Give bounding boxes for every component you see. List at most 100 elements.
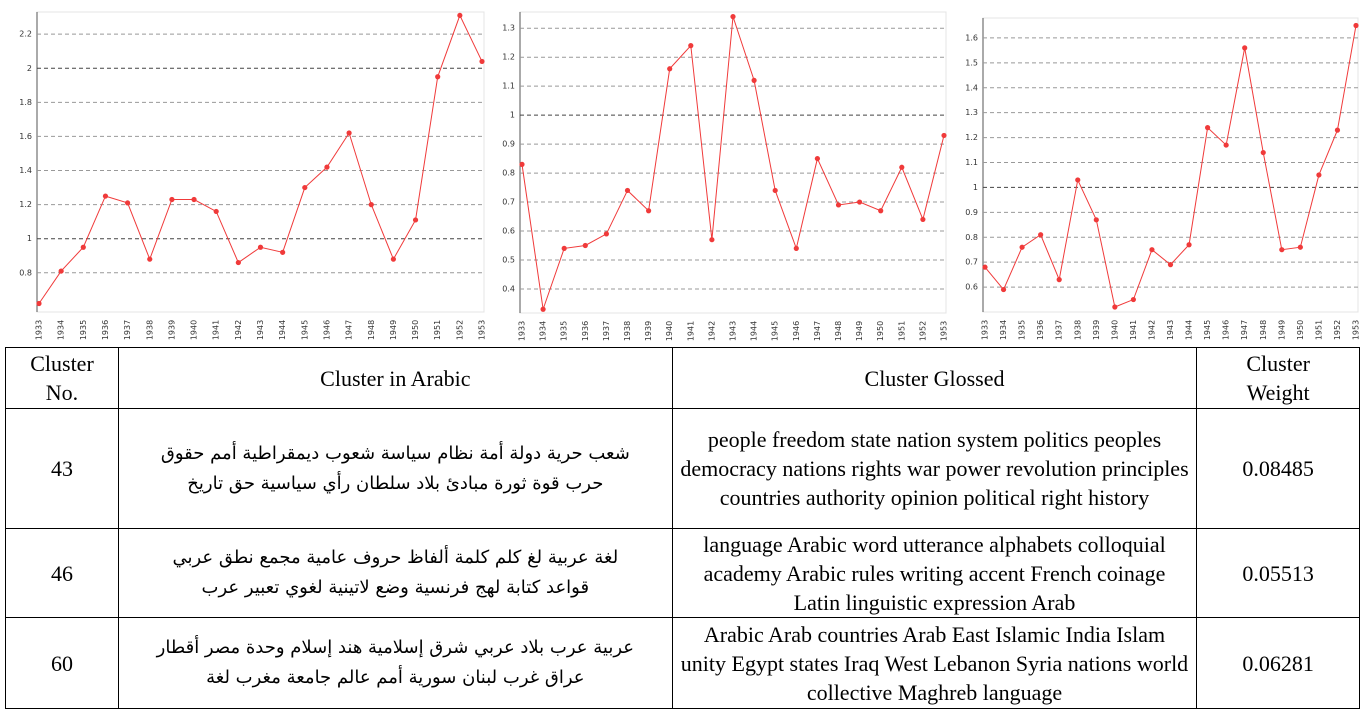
x-tick-label: 1942 xyxy=(707,321,716,341)
x-tick-label: 1947 xyxy=(813,321,822,341)
x-tick-label: 1948 xyxy=(1259,320,1268,340)
data-point xyxy=(1130,296,1136,303)
x-tick-label: 1940 xyxy=(1110,320,1119,340)
cluster-arabic: عربية عرب بلاد عربي شرق إسلامية هند إسلا… xyxy=(118,617,673,709)
cluster-table: Cluster No. Cluster in Arabic Cluster Gl… xyxy=(5,347,1360,709)
x-tick-label: 1938 xyxy=(623,321,632,341)
data-point xyxy=(1334,127,1341,133)
y-tick-label: 1.4 xyxy=(19,166,32,175)
data-point xyxy=(519,161,525,167)
cluster-arabic: لغة عربية لغ كلم كلمة ألفاظ حروف عامية م… xyxy=(118,528,673,618)
data-point xyxy=(125,200,131,206)
x-tick-label: 1947 xyxy=(345,320,354,340)
x-tick-label: 1939 xyxy=(644,321,653,341)
cluster-arabic: شعب حرية دولة أمة نظام سياسة شعوب ديمقرا… xyxy=(118,408,673,529)
x-tick-label: 1953 xyxy=(1352,320,1361,340)
x-tick-label: 1953 xyxy=(940,321,949,341)
cluster-weight: 0.06281 xyxy=(1196,617,1360,709)
data-point xyxy=(1223,142,1229,148)
x-tick-label: 1949 xyxy=(855,321,864,341)
x-tick-label: 1950 xyxy=(1296,320,1305,340)
x-tick-label: 1941 xyxy=(686,321,695,341)
data-point xyxy=(646,208,652,214)
header-cell: Cluster Weight xyxy=(1196,347,1360,409)
data-point xyxy=(667,66,673,72)
header-cell: Cluster in Arabic xyxy=(118,347,673,409)
y-tick-label: 1.4 xyxy=(965,83,978,92)
x-tick-label: 1934 xyxy=(57,320,66,340)
y-tick-label: 1.3 xyxy=(965,108,978,117)
cluster-weight: 0.08485 xyxy=(1196,408,1360,529)
header-cell: Cluster No. xyxy=(5,347,119,409)
x-tick-label: 1948 xyxy=(834,321,843,341)
x-tick-label: 1944 xyxy=(278,320,287,340)
x-tick-label: 1936 xyxy=(101,320,110,340)
y-tick-label: 0.8 xyxy=(965,233,978,242)
cluster-glossed: Arabic Arab countries Arab East Islamic … xyxy=(671,617,1198,709)
data-point xyxy=(814,155,821,162)
y-tick-label: 1.3 xyxy=(502,24,515,33)
y-tick-label: 1 xyxy=(973,183,978,192)
x-tick-label: 1933 xyxy=(35,320,44,340)
data-point xyxy=(603,231,610,237)
charts: 0.8 1 1.2 1.4 1.6 1.8 2 2.2 1933 1934 1935 1936 1937… xyxy=(19,11,1361,341)
data-point xyxy=(793,245,799,251)
data-point xyxy=(235,259,241,266)
y-tick-label: 0.6 xyxy=(502,227,515,236)
data-point xyxy=(1112,304,1118,310)
y-tick-label: 1.2 xyxy=(502,53,515,62)
x-tick-label: 1938 xyxy=(145,320,154,340)
data-point xyxy=(899,164,905,170)
y-tick-label: 0.7 xyxy=(502,198,515,207)
y-tick-label: 1 xyxy=(510,111,515,120)
y-tick-label: 0.7 xyxy=(965,258,978,267)
data-point xyxy=(624,187,631,194)
data-point xyxy=(878,208,884,214)
y-tick-label: 0.4 xyxy=(502,284,515,293)
cluster-glossed: people freedom state nation system polit… xyxy=(671,408,1198,529)
x-tick-label: 1935 xyxy=(1018,320,1027,340)
x-tick-label: 1933 xyxy=(981,320,990,340)
data-point xyxy=(147,256,153,262)
x-tick-label: 1936 xyxy=(1036,320,1045,340)
plot-area xyxy=(519,11,947,314)
y-tick-label: 0.9 xyxy=(502,140,515,149)
data-point xyxy=(1279,247,1285,253)
y-tick-label: 0.9 xyxy=(965,208,978,217)
x-tick-label: 1951 xyxy=(897,321,906,341)
data-point xyxy=(1260,149,1266,156)
x-tick-label: 1949 xyxy=(389,320,398,340)
x-tick-label: 1945 xyxy=(300,320,309,340)
x-tick-label: 1952 xyxy=(455,320,464,340)
y-tick-label: 2 xyxy=(27,64,32,73)
data-point xyxy=(730,14,736,20)
x-tick-label: 1937 xyxy=(123,320,132,340)
x-tick-label: 1945 xyxy=(1203,320,1212,340)
x-tick-label: 1940 xyxy=(190,320,199,340)
x-tick-label: 1953 xyxy=(478,320,487,340)
cluster-glossed: language Arabic word utterance alphabets… xyxy=(671,528,1198,618)
y-tick-label: 1.1 xyxy=(965,158,978,167)
data-point xyxy=(1093,217,1099,223)
y-tick-label: 2.2 xyxy=(19,30,32,39)
x-tick-label: 1951 xyxy=(433,320,442,340)
cluster-weight: 0.05513 xyxy=(1196,528,1360,618)
x-tick-label: 1944 xyxy=(750,321,759,341)
x-tick-label: 1939 xyxy=(167,320,176,340)
data-point xyxy=(857,199,863,205)
x-tick-label: 1937 xyxy=(602,321,611,341)
x-tick-label: 1936 xyxy=(581,321,590,341)
data-point xyxy=(1242,45,1248,51)
data-point xyxy=(1186,242,1192,248)
y-tick-label: 1.5 xyxy=(965,58,978,67)
data-point xyxy=(435,74,441,80)
y-tick-label: 1.6 xyxy=(965,33,978,42)
y-tick-label: 1.1 xyxy=(502,82,515,91)
x-tick-label: 1945 xyxy=(771,321,780,341)
x-tick-label: 1939 xyxy=(1092,320,1101,340)
data-point xyxy=(582,242,588,249)
data-point xyxy=(1297,244,1303,250)
data-point xyxy=(412,217,419,223)
data-point xyxy=(1019,244,1025,250)
